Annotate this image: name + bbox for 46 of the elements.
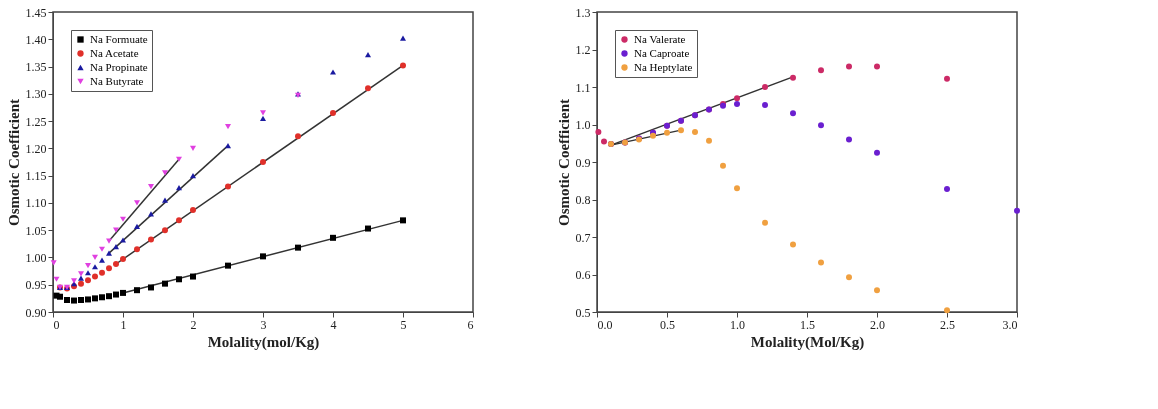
y-tick-label: 1.05 [25, 223, 47, 238]
y-tick-label: 1.45 [25, 5, 47, 20]
y-tick-label: 1.30 [25, 87, 47, 102]
legend-label: Na Butyrate [90, 74, 144, 87]
x-axis-title: Molality(Mol/Kg) [750, 333, 865, 351]
y-tick-label: 0.95 [25, 278, 47, 293]
y-axis-title: Osmotic Coefficient [555, 98, 572, 227]
x-tick-label: 1 [120, 317, 127, 332]
x-tick-label: 3.0 [1002, 317, 1018, 332]
y-tick-label: 0.6 [575, 268, 591, 282]
x-tick-label: 6 [467, 317, 474, 332]
y-tick-label: 1.0 [575, 118, 591, 132]
y-tick-label: 1.20 [25, 141, 47, 156]
y-tick-label: 1.35 [25, 60, 47, 75]
x-tick-label: 3 [260, 317, 267, 332]
y-tick-label: 1.25 [25, 114, 47, 129]
y-tick-label: 1.10 [25, 196, 47, 211]
x-tick-label: 2.0 [870, 317, 885, 332]
y-tick-label: 1.3 [575, 5, 591, 20]
x-axis-title: Molality(mol/Kg) [207, 333, 320, 351]
x-tick-label: 0 [53, 317, 60, 332]
x-tick-label: 1.0 [730, 317, 745, 332]
x-tick-label: 5 [400, 317, 407, 332]
y-tick-label: 1.15 [25, 169, 47, 184]
legend-label: Na Heptylate [634, 60, 693, 73]
y-axis-title: Osmotic Coefficient [5, 98, 22, 227]
legend-label: Na Caproate [634, 46, 690, 59]
y-tick-label: 1.00 [25, 250, 47, 265]
y-tick-label: 0.8 [575, 193, 591, 207]
x-tick-label: 2 [190, 317, 197, 332]
x-tick-label: 1.5 [800, 317, 815, 332]
legend-label: Na Formuate [90, 32, 148, 45]
y-tick-label: 0.9 [575, 155, 591, 170]
legend-label: Na Acetate [90, 46, 139, 59]
y-tick-label: 0.90 [25, 305, 47, 320]
x-tick-label: 4 [330, 317, 337, 332]
y-tick-label: 1.2 [575, 43, 591, 57]
legend-label: Na Propinate [90, 60, 148, 73]
y-tick-label: 1.1 [575, 80, 591, 95]
y-tick-label: 0.5 [575, 305, 591, 320]
legend-label: Na Valerate [634, 32, 686, 45]
x-tick-label: 0.5 [660, 317, 675, 332]
x-tick-label: 2.5 [940, 317, 955, 332]
y-tick-label: 0.7 [575, 230, 591, 245]
y-tick-label: 1.40 [25, 32, 47, 47]
x-tick-label: 0.0 [597, 317, 613, 332]
